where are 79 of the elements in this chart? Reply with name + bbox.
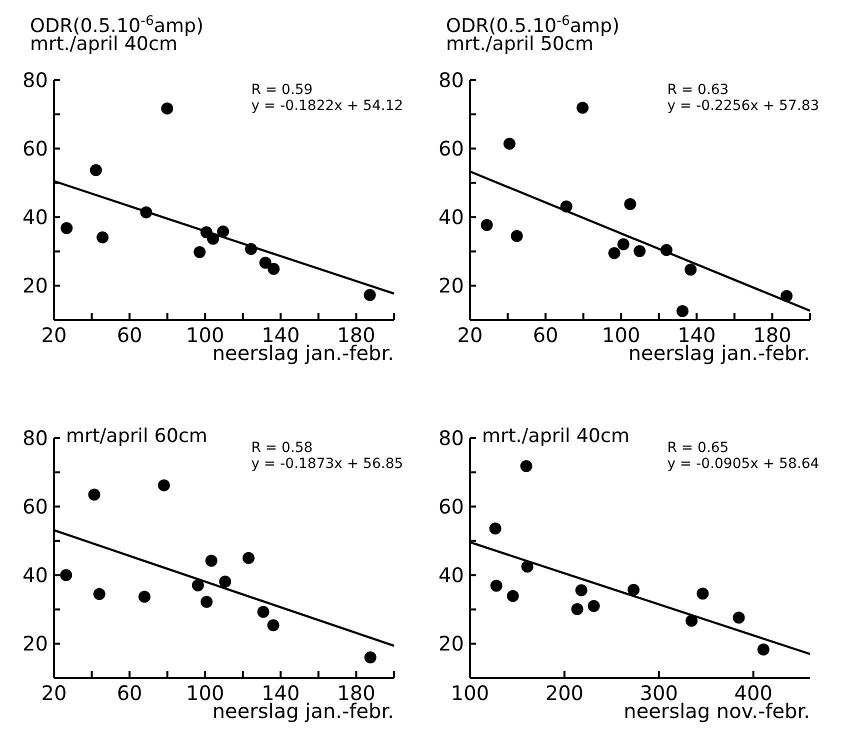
y-tick-label: 60 (438, 136, 464, 161)
point (364, 288, 376, 301)
point (608, 247, 620, 260)
point (617, 238, 630, 250)
point (757, 644, 770, 656)
y-tick-label: 60 (22, 494, 48, 519)
point (588, 600, 600, 612)
annotation: y = -0.1873x + 56.85 (251, 456, 404, 472)
point (506, 590, 519, 602)
y-tick-label: 80 (438, 68, 464, 92)
point (732, 612, 745, 624)
point (161, 102, 174, 114)
point (93, 588, 106, 600)
y-tick-label: 60 (22, 136, 48, 161)
point (576, 102, 589, 114)
point (571, 603, 584, 616)
chart-title: mrt./april 40cm (482, 425, 630, 447)
y-tick-label: 40 (438, 205, 464, 230)
point (634, 245, 646, 258)
y-tick-label: 20 (438, 274, 464, 298)
point (90, 164, 102, 176)
point (686, 614, 698, 627)
x-tick-label: 60 (116, 323, 142, 347)
y-tick-label: 40 (22, 563, 48, 588)
point (60, 222, 73, 234)
point (267, 619, 280, 632)
annotation: R = 0.58 (251, 440, 313, 456)
point (624, 198, 636, 210)
y-tick-label: 20 (22, 274, 48, 298)
point (696, 588, 709, 600)
x-tick-label: 20 (41, 681, 67, 705)
y-tick-label: 80 (22, 426, 48, 450)
y-tick-label: 60 (438, 494, 464, 519)
y-tick-label: 20 (22, 632, 48, 656)
x-tick-label: 20 (457, 323, 483, 347)
point (158, 479, 170, 492)
point (628, 584, 640, 596)
annotation: R = 0.65 (667, 440, 729, 456)
x-tick-label: 100 (450, 681, 490, 705)
point (205, 554, 218, 567)
x-tick-label: 20 (41, 323, 67, 347)
point (88, 488, 100, 501)
point (480, 219, 493, 232)
point (503, 138, 516, 150)
point (575, 584, 588, 596)
point (257, 606, 270, 618)
annotation: y = -0.2256x + 57.83 (667, 98, 820, 114)
point (676, 305, 688, 318)
y-tick-label: 80 (438, 426, 464, 450)
point (96, 231, 109, 244)
annotation: y = -0.1822x + 54.12 (251, 98, 404, 114)
chart-title: mrt/april 60cm (66, 425, 208, 447)
point (219, 576, 232, 588)
point (217, 226, 230, 238)
point (364, 651, 376, 664)
point (194, 246, 206, 258)
point (521, 560, 534, 573)
point (490, 580, 502, 592)
y-tick-label: 40 (22, 205, 48, 230)
point (510, 230, 523, 242)
y-tick-label: 40 (438, 563, 464, 588)
point (489, 522, 502, 535)
y-tick-label: 20 (438, 632, 464, 656)
annotation: R = 0.63 (667, 82, 729, 98)
point (192, 579, 204, 592)
y-tick-label: 80 (22, 68, 48, 92)
x-tick-label: 60 (116, 681, 142, 705)
point (520, 460, 532, 472)
point (684, 264, 697, 276)
x-tick-label: 200 (545, 681, 584, 705)
point (138, 590, 150, 603)
point (259, 256, 272, 269)
point (60, 569, 72, 582)
x-tick-label: 60 (532, 323, 558, 347)
annotation: R = 0.59 (251, 82, 313, 98)
point (268, 262, 280, 275)
annotation: y = -0.0905x + 58.64 (667, 456, 820, 472)
point (200, 596, 213, 608)
point (242, 552, 255, 564)
